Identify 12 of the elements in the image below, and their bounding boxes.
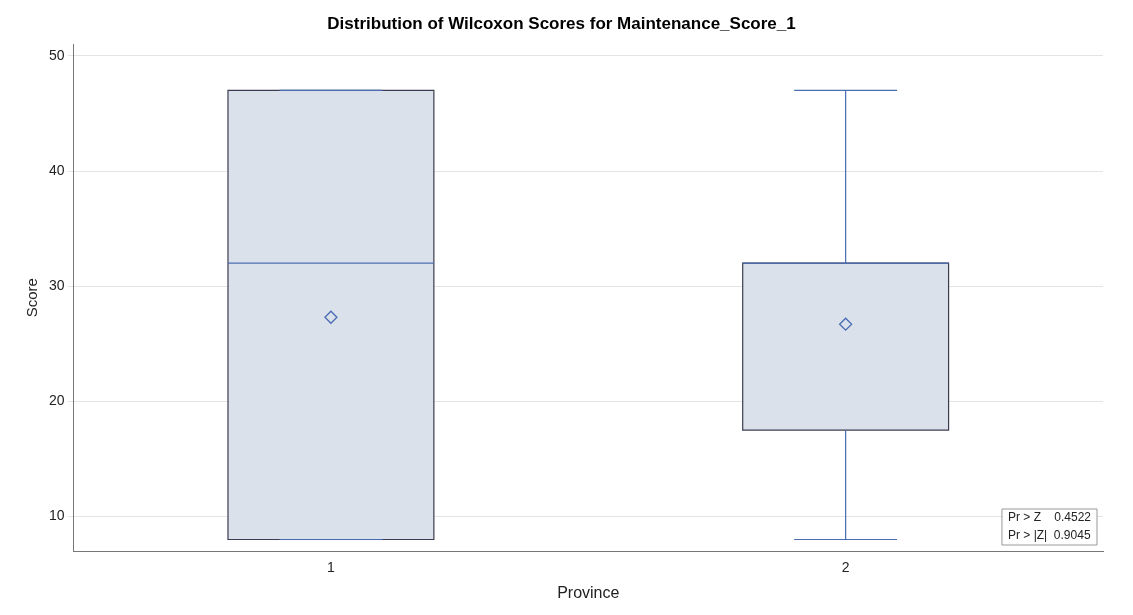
chart-title: Distribution of Wilcoxon Scores for Maintenance_Score_1 xyxy=(327,13,796,33)
x-axis-title: Province xyxy=(557,583,620,601)
x-tick-label: 2 xyxy=(841,559,850,576)
y-axis-title: Score xyxy=(23,278,41,318)
annotation: Pr > |Z| 0.9045 xyxy=(1007,528,1091,543)
x-tick-label: 1 xyxy=(327,559,336,576)
y-tick-label: 50 xyxy=(48,46,65,63)
y-tick-label: 20 xyxy=(48,392,65,409)
annotation: Pr > Z 0.4522 xyxy=(1007,510,1092,525)
y-tick-label: 10 xyxy=(48,507,65,524)
y-tick-label: 30 xyxy=(48,277,65,294)
y-tick-label: 40 xyxy=(48,161,65,178)
